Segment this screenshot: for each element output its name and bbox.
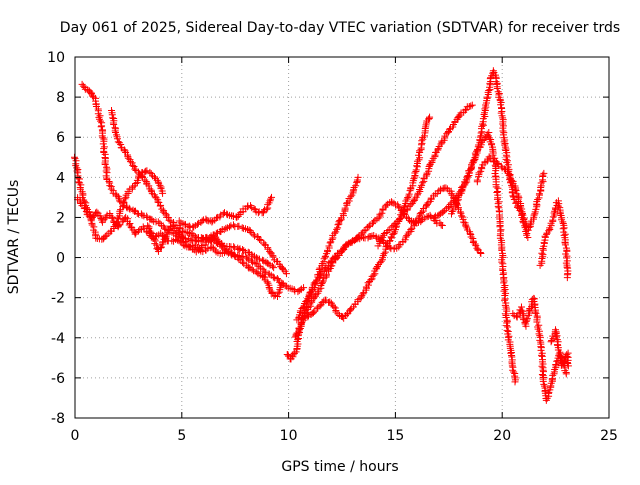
data-point — [550, 213, 557, 220]
y-tick-label: 8 — [56, 90, 65, 106]
series-pass-i — [292, 198, 446, 340]
data-point — [256, 236, 263, 243]
data-point — [99, 134, 106, 141]
data-point — [467, 103, 474, 110]
data-point — [540, 170, 547, 177]
data-point — [535, 322, 542, 329]
data-point — [539, 172, 546, 179]
y-tick-label: -2 — [51, 291, 65, 307]
data-point — [495, 88, 502, 95]
data-point — [110, 121, 117, 128]
data-point — [101, 143, 108, 150]
data-point — [481, 105, 488, 112]
x-tick-label: 5 — [177, 428, 186, 444]
data-point — [98, 123, 105, 130]
data-point — [251, 232, 258, 239]
data-point — [410, 175, 417, 182]
data-point — [326, 243, 333, 250]
data-points — [71, 67, 572, 404]
data-point — [540, 381, 547, 388]
data-point — [504, 157, 511, 164]
x-tick-label: 0 — [71, 428, 80, 444]
y-tick-label: 4 — [56, 170, 65, 186]
axis-ticks: 0 5 10 15 20 25 -8 -6 -4 -2 0 2 4 6 8 10 — [47, 50, 618, 444]
x-axis-title: GPS time / hours — [281, 459, 398, 475]
chart-root: Day 061 of 2025, Sidereal Day-to-day VTE… — [0, 0, 640, 480]
series-pass-r — [548, 326, 572, 369]
data-point — [504, 327, 511, 334]
y-tick-label: -4 — [51, 331, 65, 347]
data-point — [503, 304, 510, 311]
data-point — [370, 218, 377, 225]
data-point — [501, 138, 508, 145]
data-point — [498, 247, 505, 254]
y-tick-label: 2 — [56, 210, 65, 226]
series-pass-o — [474, 153, 548, 233]
data-point — [97, 118, 104, 125]
y-tick-label: 10 — [47, 50, 65, 66]
data-point — [536, 337, 543, 344]
data-point — [563, 370, 570, 377]
data-point — [109, 114, 116, 121]
data-point — [114, 135, 121, 142]
data-point — [469, 102, 476, 109]
series-pass-m — [431, 67, 531, 241]
x-tick-label: 15 — [386, 428, 404, 444]
chart-title: Day 061 of 2025, Sidereal Day-to-day VTE… — [60, 20, 620, 36]
series-pass-q — [537, 197, 572, 281]
data-point — [538, 250, 545, 257]
data-point — [100, 149, 107, 156]
y-axis-title: SDTVAR / TECUs — [6, 180, 22, 295]
data-point — [548, 337, 555, 344]
data-point — [510, 368, 517, 375]
data-point — [485, 87, 492, 94]
data-point — [404, 194, 411, 201]
data-point — [89, 221, 96, 228]
data-point — [502, 295, 509, 302]
data-point — [504, 324, 511, 331]
y-tick-label: 6 — [56, 130, 65, 146]
x-tick-label: 20 — [493, 428, 511, 444]
data-point — [564, 264, 571, 271]
data-point — [158, 206, 165, 213]
data-point — [239, 224, 246, 231]
series-pass-p — [509, 295, 569, 404]
y-tick-label: 0 — [56, 251, 65, 267]
sdtvar-chart: Day 061 of 2025, Sidereal Day-to-day VTE… — [0, 0, 640, 480]
y-tick-label: -6 — [51, 371, 65, 387]
x-tick-label: 10 — [280, 428, 298, 444]
x-tick-label: 25 — [600, 428, 618, 444]
y-tick-label: -8 — [51, 411, 65, 427]
data-point — [334, 221, 341, 228]
